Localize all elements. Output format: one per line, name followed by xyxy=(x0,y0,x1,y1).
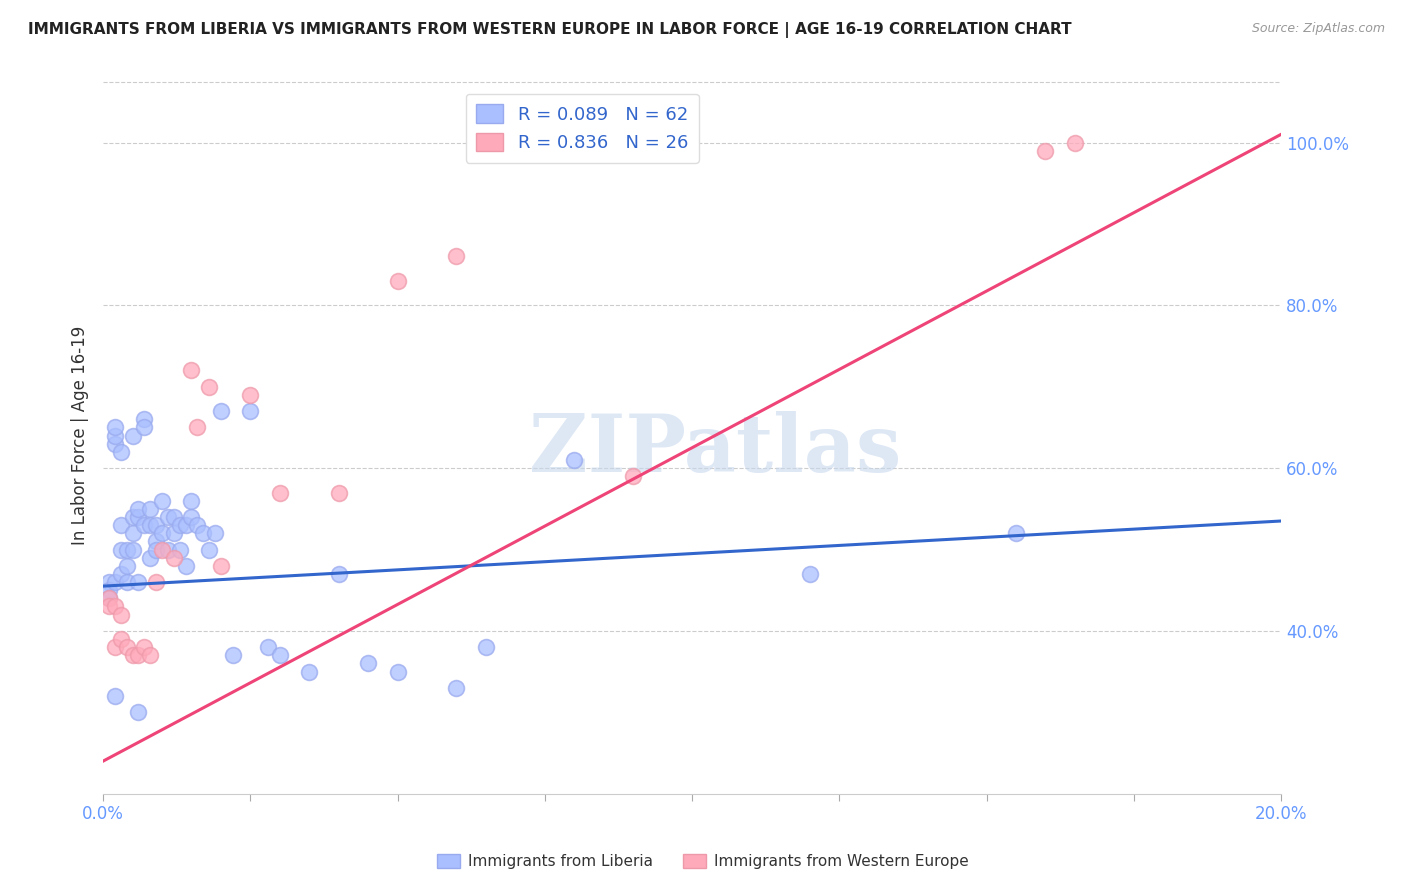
Text: Source: ZipAtlas.com: Source: ZipAtlas.com xyxy=(1251,22,1385,36)
Point xyxy=(180,493,202,508)
Point xyxy=(127,501,149,516)
Point xyxy=(180,510,202,524)
Point xyxy=(387,665,409,679)
Point xyxy=(104,599,127,614)
Point xyxy=(204,526,226,541)
Point xyxy=(104,428,127,442)
Point xyxy=(562,453,585,467)
Point xyxy=(269,648,291,663)
Point xyxy=(150,493,173,508)
Point xyxy=(110,607,132,622)
Point xyxy=(104,575,127,590)
Point xyxy=(239,404,262,418)
Point xyxy=(139,501,162,516)
Point xyxy=(134,640,156,655)
Point xyxy=(239,388,262,402)
Point xyxy=(110,445,132,459)
Point xyxy=(209,404,232,418)
Point xyxy=(193,526,215,541)
Point xyxy=(134,518,156,533)
Point xyxy=(121,648,143,663)
Point xyxy=(139,518,162,533)
Point xyxy=(98,583,121,598)
Point xyxy=(104,689,127,703)
Point xyxy=(1063,136,1085,150)
Point xyxy=(1035,144,1057,158)
Point xyxy=(357,657,380,671)
Point xyxy=(115,542,138,557)
Point xyxy=(186,518,208,533)
Text: IMMIGRANTS FROM LIBERIA VS IMMIGRANTS FROM WESTERN EUROPE IN LABOR FORCE | AGE 1: IMMIGRANTS FROM LIBERIA VS IMMIGRANTS FR… xyxy=(28,22,1071,38)
Point xyxy=(121,428,143,442)
Point xyxy=(150,542,173,557)
Point xyxy=(621,469,644,483)
Point xyxy=(127,575,149,590)
Point xyxy=(145,518,167,533)
Point xyxy=(110,518,132,533)
Point xyxy=(257,640,280,655)
Point xyxy=(1005,526,1028,541)
Point xyxy=(198,380,221,394)
Point xyxy=(186,420,208,434)
Point xyxy=(98,591,121,606)
Point xyxy=(110,542,132,557)
Point xyxy=(156,510,179,524)
Point xyxy=(163,510,186,524)
Point xyxy=(328,485,350,500)
Point xyxy=(104,436,127,450)
Point xyxy=(127,706,149,720)
Legend: R = 0.089   N = 62, R = 0.836   N = 26: R = 0.089 N = 62, R = 0.836 N = 26 xyxy=(465,94,699,163)
Point xyxy=(121,510,143,524)
Point xyxy=(145,542,167,557)
Point xyxy=(163,526,186,541)
Point xyxy=(121,526,143,541)
Point xyxy=(139,648,162,663)
Point xyxy=(446,250,468,264)
Point xyxy=(269,485,291,500)
Point xyxy=(169,542,191,557)
Point xyxy=(198,542,221,557)
Point xyxy=(475,640,498,655)
Point xyxy=(156,542,179,557)
Point xyxy=(98,591,121,606)
Point xyxy=(387,274,409,288)
Point xyxy=(134,420,156,434)
Point xyxy=(298,665,321,679)
Point xyxy=(115,640,138,655)
Point xyxy=(799,566,821,581)
Point xyxy=(180,363,202,377)
Point xyxy=(110,632,132,646)
Point xyxy=(127,648,149,663)
Point xyxy=(110,566,132,581)
Point xyxy=(139,550,162,565)
Y-axis label: In Labor Force | Age 16-19: In Labor Force | Age 16-19 xyxy=(72,326,89,545)
Point xyxy=(174,518,197,533)
Point xyxy=(150,526,173,541)
Point xyxy=(104,640,127,655)
Point xyxy=(104,420,127,434)
Point xyxy=(127,510,149,524)
Point xyxy=(98,599,121,614)
Point xyxy=(328,566,350,581)
Point xyxy=(446,681,468,695)
Point xyxy=(145,575,167,590)
Point xyxy=(221,648,243,663)
Text: ZIPatlas: ZIPatlas xyxy=(530,411,901,489)
Point xyxy=(121,542,143,557)
Point xyxy=(134,412,156,426)
Point xyxy=(98,575,121,590)
Point xyxy=(169,518,191,533)
Legend: Immigrants from Liberia, Immigrants from Western Europe: Immigrants from Liberia, Immigrants from… xyxy=(432,848,974,875)
Point xyxy=(174,558,197,573)
Point xyxy=(163,550,186,565)
Point xyxy=(115,558,138,573)
Point xyxy=(145,534,167,549)
Point xyxy=(209,558,232,573)
Point xyxy=(115,575,138,590)
